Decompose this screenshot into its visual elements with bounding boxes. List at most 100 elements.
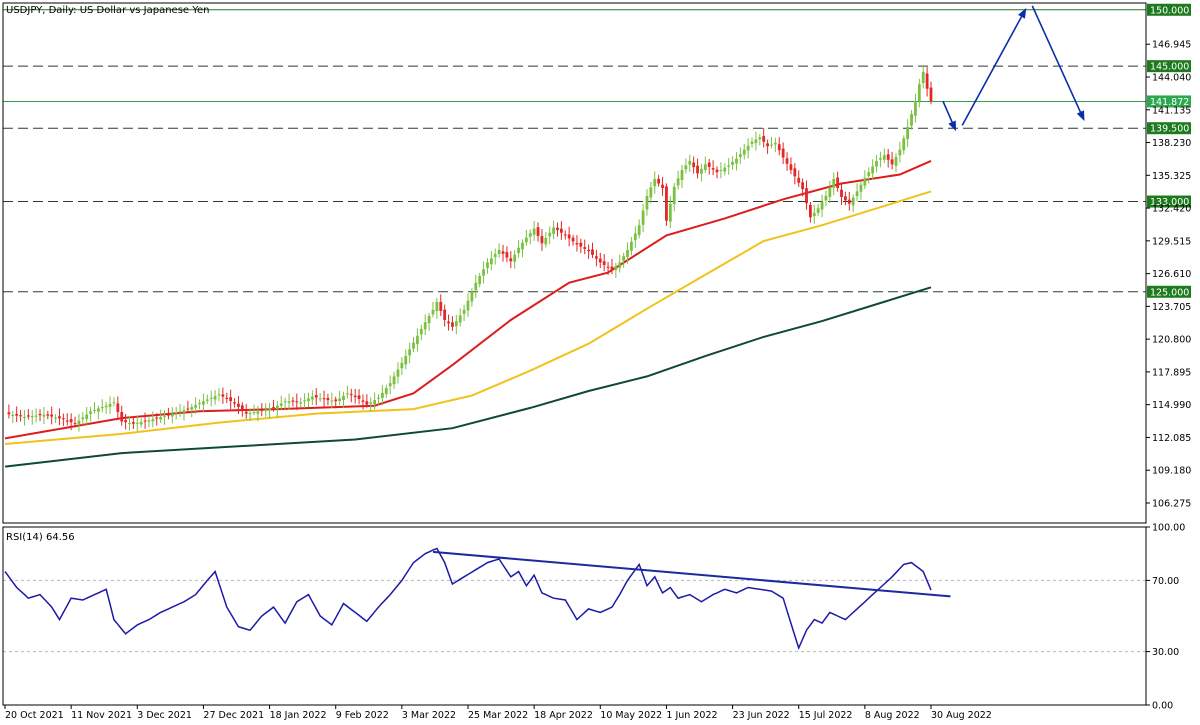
price-tick-label: 132.420 xyxy=(1152,204,1191,215)
candle-body xyxy=(614,266,618,271)
candle-body xyxy=(497,250,501,255)
forecast-arrow xyxy=(961,8,1027,126)
candle-body xyxy=(668,203,672,222)
candle-body xyxy=(486,262,489,269)
rsi-tick-label: 30.00 xyxy=(1152,647,1179,658)
candle-body xyxy=(237,403,240,407)
candle-body xyxy=(11,414,15,416)
current-price-box xyxy=(1147,95,1191,108)
candle-body xyxy=(77,420,81,425)
candle-body xyxy=(579,242,583,247)
candle-body xyxy=(563,234,567,236)
candle-body xyxy=(684,165,688,170)
candle-body xyxy=(50,414,54,417)
candle-body xyxy=(213,396,217,400)
candle-body xyxy=(559,228,563,233)
date-tick-label: 8 Aug 2022 xyxy=(865,710,920,721)
level-price-box xyxy=(1147,122,1191,135)
candle-body xyxy=(229,397,233,402)
date-tick-label: 1 Jun 2022 xyxy=(666,710,717,721)
candle-body xyxy=(377,397,380,399)
candle-body xyxy=(338,398,342,401)
candle-body xyxy=(626,250,629,257)
price-tick-label: 135.325 xyxy=(1152,171,1191,182)
main-chart-title: USDJPY, Daily: US Dollar vs Japanese Yen xyxy=(6,5,210,16)
candle-body xyxy=(505,252,509,258)
candle-body xyxy=(81,417,85,420)
candle-body xyxy=(326,398,330,401)
candle-body xyxy=(657,178,661,184)
price-tick-label: 109.180 xyxy=(1152,466,1191,477)
candle-body xyxy=(871,166,875,174)
candle-body xyxy=(509,258,513,262)
candle-body xyxy=(917,84,921,101)
candle-body xyxy=(808,204,812,218)
candle-body xyxy=(170,413,174,417)
candle-body xyxy=(929,87,933,102)
candle-body xyxy=(556,227,559,231)
candle-body xyxy=(260,409,264,411)
candle-body xyxy=(898,149,902,156)
price-tick-label: 141.135 xyxy=(1152,105,1191,116)
candle-body xyxy=(489,258,493,265)
candle-body xyxy=(89,411,92,414)
candle-body xyxy=(388,383,392,387)
candle-body xyxy=(345,393,349,395)
candle-body xyxy=(143,420,147,422)
candle-body xyxy=(116,403,120,412)
candle-body xyxy=(812,212,816,217)
candle-body xyxy=(365,401,369,405)
candle-body xyxy=(742,149,746,155)
candle-body xyxy=(645,195,649,210)
candle-body xyxy=(85,414,89,420)
candle-body xyxy=(248,412,252,414)
candle-body xyxy=(766,143,769,147)
candle-body xyxy=(23,416,26,418)
candle-body xyxy=(583,247,587,249)
candle-body xyxy=(357,395,361,399)
candle-body xyxy=(676,178,680,186)
candle-body xyxy=(832,178,836,188)
candle-body xyxy=(272,407,275,409)
level-price-label: 150.000 xyxy=(1150,5,1189,16)
candle-body xyxy=(731,162,734,165)
candle-body xyxy=(291,400,295,402)
price-tick-label: 117.895 xyxy=(1152,367,1191,378)
candle-body xyxy=(416,335,419,345)
candle-body xyxy=(548,232,552,237)
candle-body xyxy=(186,408,190,410)
level-price-box xyxy=(1147,285,1191,298)
candle-body xyxy=(781,148,785,158)
candle-body xyxy=(575,242,579,245)
candle-body xyxy=(182,410,186,413)
candle-body xyxy=(641,210,645,225)
candle-body xyxy=(7,412,11,415)
candle-body xyxy=(517,247,520,254)
candle-body xyxy=(303,400,306,402)
candle-body xyxy=(167,414,170,416)
candle-body xyxy=(353,395,357,398)
candle-body xyxy=(190,407,194,410)
candle-body xyxy=(587,249,591,252)
candle-body xyxy=(727,165,731,167)
candle-body xyxy=(349,394,353,396)
candle-body xyxy=(427,316,431,324)
date-tick-label: 18 Jan 2022 xyxy=(270,710,327,721)
level-price-box xyxy=(1147,195,1191,208)
candle-body xyxy=(859,184,863,192)
candle-body xyxy=(696,165,699,174)
candle-body xyxy=(256,411,260,414)
candle-body xyxy=(470,291,474,302)
candle-body xyxy=(447,321,450,324)
level-price-label: 145.000 xyxy=(1150,62,1189,73)
rsi-trendline xyxy=(432,550,951,598)
candle-body xyxy=(451,322,454,327)
candle-body xyxy=(151,419,155,422)
rsi-tick-label: 100.00 xyxy=(1152,523,1185,534)
candle-body xyxy=(318,398,322,400)
candle-body xyxy=(688,160,692,165)
candle-body xyxy=(879,158,882,160)
candle-body xyxy=(163,415,166,417)
candle-body xyxy=(174,412,178,414)
candle-body xyxy=(789,164,793,170)
